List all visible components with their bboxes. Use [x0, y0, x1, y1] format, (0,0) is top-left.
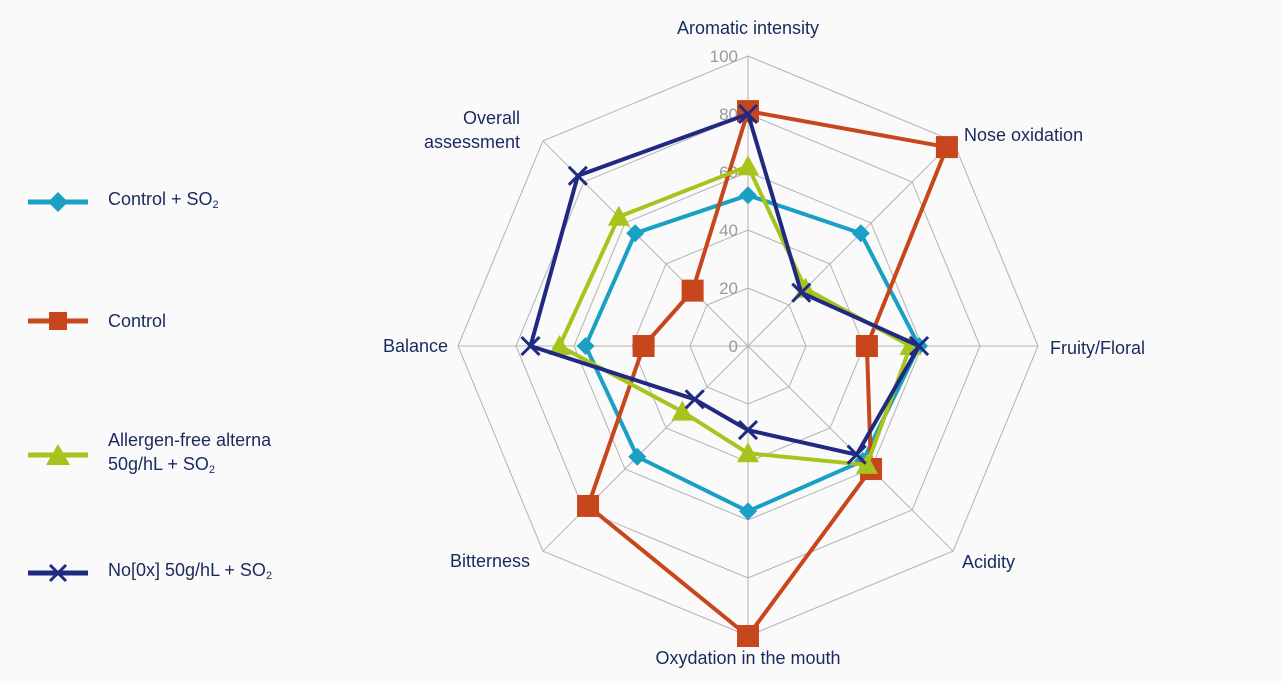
data-point-no-ox-50g-hl-so2-bitterness [684, 389, 705, 410]
data-point-control-oxydation-in-the-mouth [737, 625, 759, 647]
axis-spoke-bitterness [542, 345, 749, 552]
data-point-allergen-free-alternative-50g-hl-so2-aromatic-intensity [737, 155, 759, 176]
data-point-no-ox-50g-hl-so2-oxydation-in-the-mouth [737, 420, 759, 441]
legend-label: Allergen-free alterna 50g/hL + SO2 [108, 430, 272, 476]
axis-label-acidity: Acidity [962, 552, 1015, 572]
legend-item-control: Control [26, 309, 166, 333]
chart-legend: Control + SO2 Control Allergen-free alte… [26, 0, 346, 683]
series-line-control [586, 109, 949, 638]
data-point-allergen-free-alternative-50g-hl-so2-oxydation-in-the-mouth [737, 442, 759, 463]
data-point-control-so2-bitterness [628, 447, 647, 466]
data-point-control-nose-oxidation [935, 136, 958, 159]
data-point-no-ox-50g-hl-so2-nose-oxidation [791, 282, 812, 303]
data-point-control-so2-oxydation-in-the-mouth [739, 502, 757, 521]
data-point-no-ox-50g-hl-so2-fruity-floral [909, 335, 930, 357]
data-point-no-ox-50g-hl-so2-overall-assessment [567, 165, 588, 186]
axis-label-overall-assessment-line2: assessment [424, 132, 520, 152]
axis-spoke-nose-oxidation [747, 140, 954, 347]
data-point-control-fruity-floral [855, 335, 878, 357]
data-point-control-so2-nose-oxidation [851, 224, 870, 243]
tick-label-40: 40 [719, 221, 738, 240]
data-point-control-balance [632, 335, 655, 357]
data-point-allergen-free-alternative-50g-hl-so2-overall-assessment [607, 205, 630, 226]
axis-label-nose-oxidation: Nose oxidation [964, 125, 1083, 145]
axis-label-oxydation-in-the-mouth: Oxydation in the mouth [655, 648, 840, 668]
data-point-no-ox-50g-hl-so2-aromatic-intensity [737, 103, 759, 125]
square-marker-icon [28, 312, 88, 330]
data-point-control-overall-assessment [681, 279, 704, 302]
series-line-allergen-free-alternative-50g-hl-so2 [557, 164, 913, 467]
axis-label-overall-assessment-line1: Overall [463, 108, 520, 128]
legend-item-no-ox: No[0x] 50g/hL + SO2 [26, 558, 272, 588]
x-marker-icon [28, 563, 88, 583]
triangle-marker-icon [28, 444, 88, 465]
diamond-marker-icon [28, 192, 88, 212]
data-point-control-so2-aromatic-intensity [739, 186, 757, 205]
data-point-allergen-free-alternative-50g-hl-so2-balance [548, 335, 571, 355]
axis-label-bitterness: Bitterness [450, 551, 530, 571]
data-point-allergen-free-alternative-50g-hl-so2-acidity [855, 453, 878, 474]
axis-label-aromatic-intensity: Aromatic intensity [677, 18, 819, 38]
data-point-allergen-free-alternative-50g-hl-so2-bitterness [671, 400, 694, 421]
data-point-control-so2-balance [576, 337, 595, 355]
axis-label-fruity-floral: Fruity/Floral [1050, 338, 1145, 358]
data-point-no-ox-50g-hl-so2-acidity [846, 444, 867, 465]
tick-label-0: 0 [729, 337, 738, 356]
legend-item-allergen-free: Allergen-free alterna 50g/hL + SO2 [26, 428, 323, 482]
data-point-no-ox-50g-hl-so2-balance [520, 335, 541, 357]
tick-label-100: 100 [710, 47, 738, 66]
legend-label: Control + SO2 [108, 189, 219, 211]
legend-label: No[0x] 50g/hL + SO2 [108, 560, 273, 582]
legend-label: Control [108, 311, 167, 331]
data-point-control-bitterness [577, 494, 600, 517]
data-point-control-so2-overall-assessment [626, 224, 645, 243]
legend-item-control-so2: Control + SO2 [26, 187, 219, 217]
tick-label-20: 20 [719, 279, 738, 298]
axis-label-balance: Balance [383, 336, 448, 356]
